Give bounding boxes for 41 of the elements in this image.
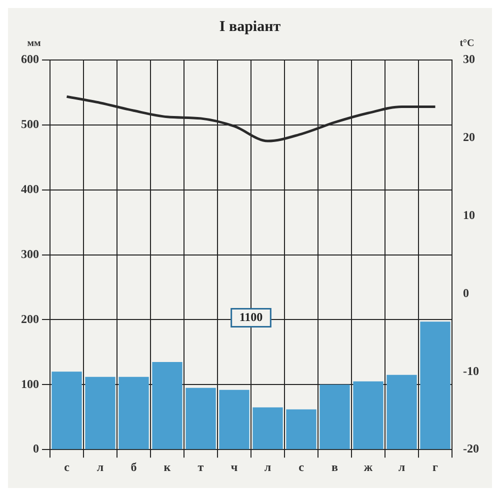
bar — [353, 381, 384, 450]
y-tick-label: 300 — [21, 246, 39, 261]
x-tick-label: с — [64, 460, 70, 474]
y2-tick-label: 30 — [463, 52, 476, 66]
y-tick-label: 0 — [33, 442, 39, 456]
bar — [118, 376, 149, 450]
y2-axis-title: t°C — [460, 38, 474, 49]
bar — [85, 376, 116, 450]
y2-tick-label: -10 — [463, 364, 480, 378]
x-tick-label: л — [264, 460, 272, 474]
bar — [420, 322, 450, 450]
x-tick-label: ч — [230, 460, 238, 474]
bar — [252, 407, 283, 450]
x-tick-label: г — [432, 460, 439, 474]
bar — [386, 374, 417, 450]
bar — [52, 372, 82, 450]
y2-tick-label: -20 — [463, 442, 480, 456]
y2-tick-label: 0 — [463, 286, 470, 300]
x-tick-label: т — [198, 460, 204, 474]
y2-tick-label: 10 — [463, 208, 476, 222]
bar — [219, 390, 250, 450]
annotation: 1100 — [239, 310, 263, 324]
x-tick-label: ж — [364, 460, 373, 474]
y-tick-label: 400 — [21, 182, 39, 196]
bar — [320, 384, 350, 450]
x-tick-label: б — [130, 460, 137, 474]
chart-title: І варіант — [219, 18, 282, 35]
x-tick-label: в — [332, 460, 339, 474]
y-tick-label: 500 — [21, 117, 39, 132]
x-tick-label: к — [164, 460, 171, 474]
x-tick-label: л — [398, 460, 406, 474]
x-tick-label: л — [96, 460, 104, 474]
bar — [152, 362, 182, 450]
y-tick-label: 600 — [21, 52, 39, 66]
y-axis-title: мм — [27, 38, 41, 49]
x-tick-label: с — [298, 460, 305, 474]
bar — [286, 409, 316, 450]
bar — [186, 388, 216, 450]
y2-tick-label: 20 — [463, 130, 476, 144]
y-tick-label: 100 — [21, 376, 39, 391]
y-tick-label: 200 — [21, 312, 39, 326]
